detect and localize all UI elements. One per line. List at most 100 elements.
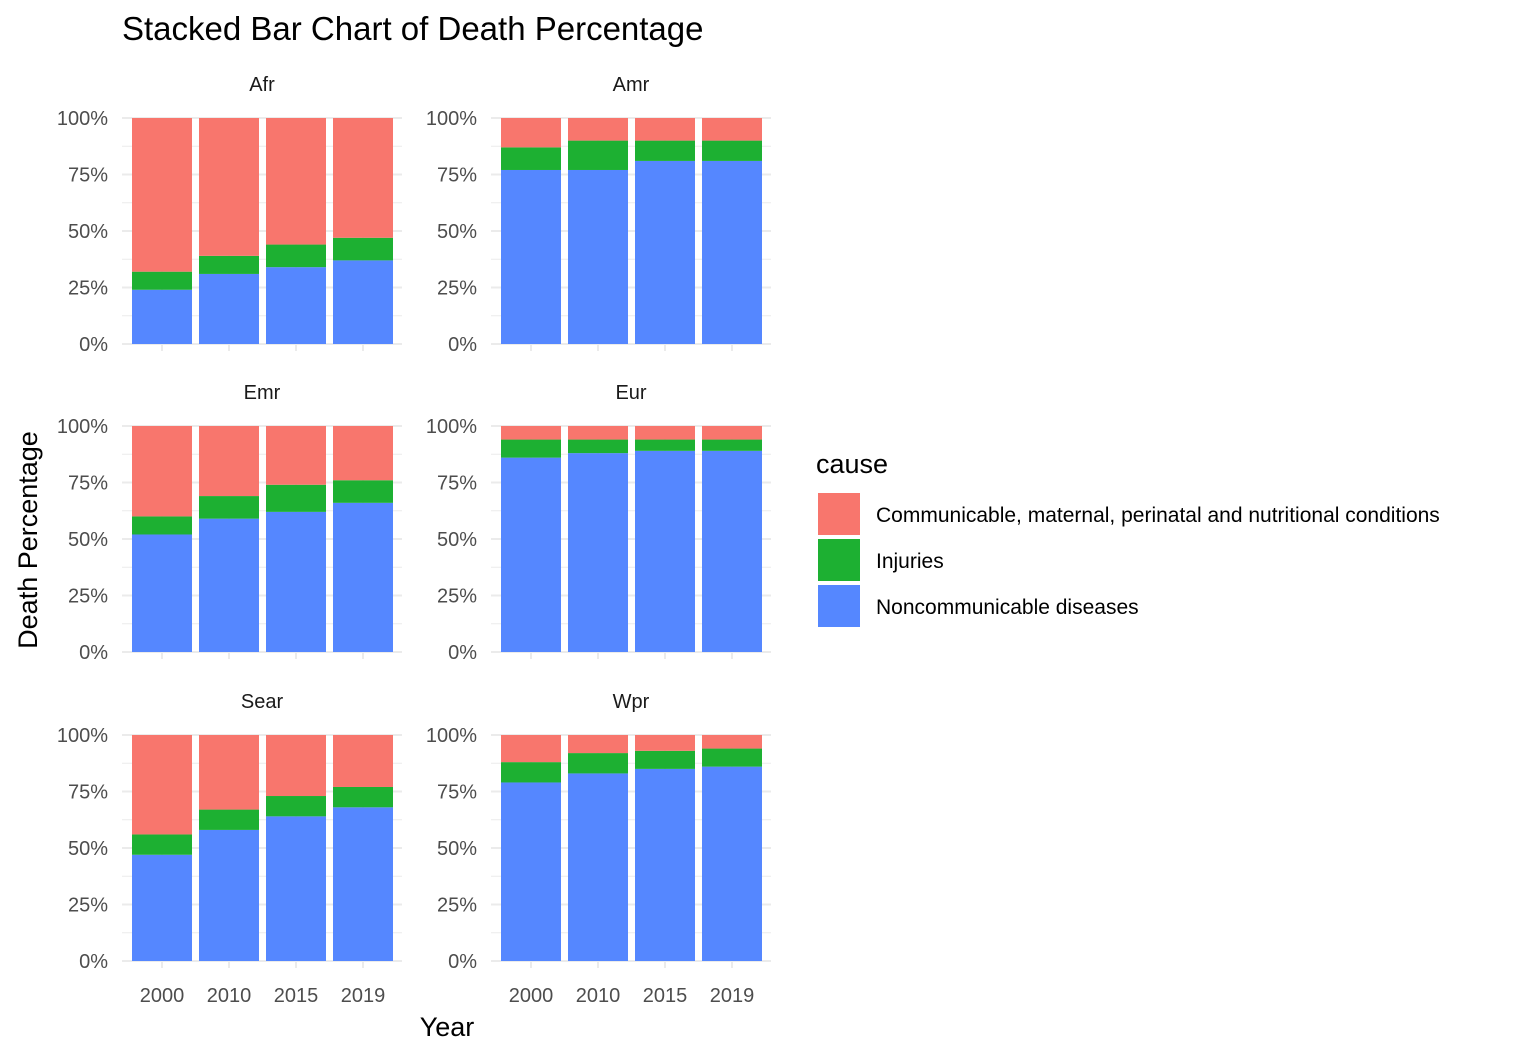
- bar-emr-2015-communicable-maternal-perinatal-and-nutritional-conditions: [266, 426, 326, 485]
- y-tick-label: 0%: [79, 642, 108, 664]
- bar-wpr-2015-injuries: [635, 750, 695, 769]
- bar-amr-2000-noncommunicable-diseases: [501, 169, 561, 344]
- x-tick-label: 2010: [576, 985, 621, 1007]
- bar-sear-2010-noncommunicable-diseases: [199, 829, 259, 961]
- bar-afr-2015-noncommunicable-diseases: [266, 267, 326, 344]
- bar-wpr-2019-injuries: [702, 748, 762, 767]
- bar-eur-2019-communicable-maternal-perinatal-and-nutritional-conditions: [702, 426, 762, 440]
- y-tick-label: 0%: [79, 951, 108, 973]
- bar-amr-2000-communicable-maternal-perinatal-and-nutritional-conditions: [501, 118, 561, 148]
- legend-title: cause: [816, 449, 888, 479]
- bar-eur-2019-injuries: [702, 439, 762, 451]
- y-tick-label: 0%: [448, 951, 477, 973]
- panel-amr: Amr 0% 25% 50% 75% 100%: [426, 74, 771, 356]
- bar-sear-2000-noncommunicable-diseases: [132, 854, 192, 961]
- bar-afr-2019-communicable-maternal-perinatal-and-nutritional-conditions: [333, 118, 393, 238]
- y-tick-label: 75%: [68, 782, 108, 804]
- bar-emr-2019-communicable-maternal-perinatal-and-nutritional-conditions: [333, 426, 393, 481]
- y-tick-label: 50%: [437, 838, 477, 860]
- bar-sear-2019-injuries: [333, 786, 393, 808]
- bar-eur-2000-communicable-maternal-perinatal-and-nutritional-conditions: [501, 426, 561, 440]
- bar-afr-2015-communicable-maternal-perinatal-and-nutritional-conditions: [266, 118, 326, 245]
- bar-wpr-2015-noncommunicable-diseases: [635, 768, 695, 961]
- bar-wpr-2010-injuries: [568, 753, 628, 774]
- y-tick-label: 75%: [437, 165, 477, 187]
- panel-sear: Sear 0% 25% 50% 75% 100% 2000 2010 2015 2019: [57, 691, 402, 1007]
- bar-amr-2010-noncommunicable-diseases: [568, 169, 628, 344]
- bar-wpr-2019-noncommunicable-diseases: [702, 766, 762, 961]
- bar-emr-2019-injuries: [333, 480, 393, 503]
- y-tick-label: 25%: [437, 895, 477, 917]
- y-tick-label: 75%: [68, 165, 108, 187]
- chart-title: Stacked Bar Chart of Death Percentage: [122, 10, 704, 47]
- y-tick-label: 50%: [68, 221, 108, 243]
- bar-emr-2000-noncommunicable-diseases: [132, 534, 192, 652]
- y-tick-label: 75%: [437, 782, 477, 804]
- bar-sear-2010-injuries: [199, 809, 259, 830]
- bar-sear-2015-communicable-maternal-perinatal-and-nutritional-conditions: [266, 735, 326, 797]
- bar-eur-2000-injuries: [501, 439, 561, 458]
- bar-wpr-2015-communicable-maternal-perinatal-and-nutritional-conditions: [635, 735, 695, 751]
- bar-eur-2019-noncommunicable-diseases: [702, 450, 762, 652]
- bar-afr-2000-noncommunicable-diseases: [132, 289, 192, 344]
- bar-eur-2010-communicable-maternal-perinatal-and-nutritional-conditions: [568, 426, 628, 440]
- bar-emr-2015-injuries: [266, 484, 326, 512]
- bar-amr-2015-noncommunicable-diseases: [635, 160, 695, 344]
- bar-sear-2015-noncommunicable-diseases: [266, 816, 326, 961]
- bar-amr-2015-communicable-maternal-perinatal-and-nutritional-conditions: [635, 118, 695, 141]
- bar-emr-2010-injuries: [199, 496, 259, 519]
- bar-emr-2015-noncommunicable-diseases: [266, 511, 326, 652]
- bar-amr-2010-communicable-maternal-perinatal-and-nutritional-conditions: [568, 118, 628, 141]
- bar-wpr-2000-injuries: [501, 762, 561, 783]
- bar-wpr-2010-noncommunicable-diseases: [568, 773, 628, 961]
- bar-afr-2000-injuries: [132, 271, 192, 290]
- bar-sear-2010-communicable-maternal-perinatal-and-nutritional-conditions: [199, 735, 259, 810]
- bar-sear-2019-communicable-maternal-perinatal-and-nutritional-conditions: [333, 735, 393, 787]
- y-tick-label: 25%: [68, 895, 108, 917]
- y-tick-label: 0%: [448, 642, 477, 664]
- y-tick-label: 75%: [437, 473, 477, 495]
- bar-afr-2010-noncommunicable-diseases: [199, 273, 259, 344]
- y-tick-label: 25%: [437, 586, 477, 608]
- bar-afr-2000-communicable-maternal-perinatal-and-nutritional-conditions: [132, 118, 192, 272]
- bar-emr-2019-noncommunicable-diseases: [333, 502, 393, 652]
- legend-label: Noncommunicable diseases: [876, 596, 1139, 619]
- bar-eur-2015-communicable-maternal-perinatal-and-nutritional-conditions: [635, 426, 695, 440]
- y-tick-label: 0%: [79, 334, 108, 356]
- panel-eur-strip-label: Eur: [615, 382, 646, 404]
- panel-eur: Eur 0% 25% 50% 75% 100%: [426, 382, 771, 664]
- bar-sear-2019-noncommunicable-diseases: [333, 807, 393, 961]
- bar-afr-2019-injuries: [333, 237, 393, 261]
- y-tick-label: 25%: [68, 586, 108, 608]
- bar-emr-2010-communicable-maternal-perinatal-and-nutritional-conditions: [199, 426, 259, 497]
- y-tick-label: 75%: [68, 473, 108, 495]
- bar-amr-2010-injuries: [568, 140, 628, 170]
- legend-swatch-communicable-maternal-pe: [818, 493, 860, 535]
- y-tick-label: 100%: [57, 725, 108, 747]
- bar-emr-2010-noncommunicable-diseases: [199, 518, 259, 652]
- y-tick-label: 100%: [57, 416, 108, 438]
- y-tick-label: 0%: [448, 334, 477, 356]
- panel-sear-strip-label: Sear: [241, 691, 284, 713]
- panel-emr-strip-label: Emr: [244, 382, 281, 404]
- panel-wpr: Wpr 0% 25% 50% 75% 100% 2000 2010 2015 2019: [426, 691, 771, 1007]
- bar-afr-2010-communicable-maternal-perinatal-and-nutritional-conditions: [199, 118, 259, 256]
- bar-wpr-2010-communicable-maternal-perinatal-and-nutritional-conditions: [568, 735, 628, 754]
- legend: cause Communicable, maternal, perinatal …: [816, 449, 1440, 627]
- bar-eur-2010-noncommunicable-diseases: [568, 453, 628, 652]
- bar-amr-2000-injuries: [501, 147, 561, 170]
- y-tick-label: 25%: [68, 278, 108, 300]
- x-tick-label: 2000: [509, 985, 554, 1007]
- x-tick-label: 2019: [341, 985, 386, 1007]
- bar-sear-2000-injuries: [132, 834, 192, 855]
- bar-wpr-2000-noncommunicable-diseases: [501, 782, 561, 961]
- bar-wpr-2000-communicable-maternal-perinatal-and-nutritional-conditions: [501, 735, 561, 763]
- bar-sear-2000-communicable-maternal-perinatal-and-nutritional-conditions: [132, 735, 192, 835]
- panel-amr-strip-label: Amr: [613, 74, 650, 96]
- y-tick-label: 100%: [426, 108, 477, 130]
- panel-afr-strip-label: Afr: [249, 74, 275, 96]
- legend-label: Communicable, maternal, perinatal and nu…: [876, 504, 1440, 527]
- x-tick-label: 2015: [274, 985, 319, 1007]
- panel-wpr-strip-label: Wpr: [613, 691, 650, 713]
